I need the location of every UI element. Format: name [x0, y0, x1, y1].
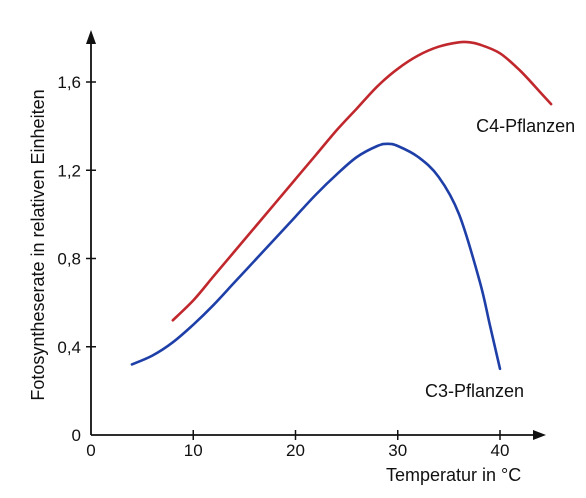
- x-axis-arrow: [533, 430, 546, 440]
- y-axis-arrow: [86, 30, 96, 44]
- x-tick-label: 30: [388, 441, 407, 460]
- y-tick-label: 1,2: [57, 161, 81, 180]
- axes: 0 10 20 30 40 0 0,4 0,8 1,2 1,6: [57, 30, 546, 460]
- y-tick-label: 0,4: [57, 338, 81, 357]
- series-label-c4-pflanzen: C4-Pflanzen: [476, 116, 575, 136]
- y-axis-label: Fotosyntheserate in relativen Einheiten: [28, 89, 48, 400]
- x-tick-label: 0: [86, 441, 95, 460]
- series-label-c3-pflanzen: C3-Pflanzen: [425, 381, 524, 401]
- y-tick-label: 1,6: [57, 73, 81, 92]
- x-axis-label: Temperatur in °C: [386, 465, 521, 485]
- labels: Fotosyntheserate in relativen Einheiten …: [28, 89, 521, 485]
- x-tick-label: 20: [286, 441, 305, 460]
- series-line-c4-pflanzen: [171, 40, 553, 322]
- x-tick-label: 40: [491, 441, 510, 460]
- y-tick-label: 0: [72, 426, 81, 445]
- y-tick-label: 0,8: [57, 250, 81, 269]
- series-line-c3-pflanzen: [130, 142, 502, 371]
- x-tick-label: 10: [184, 441, 203, 460]
- series-group: C4-Pflanzen C3-Pflanzen: [130, 40, 575, 401]
